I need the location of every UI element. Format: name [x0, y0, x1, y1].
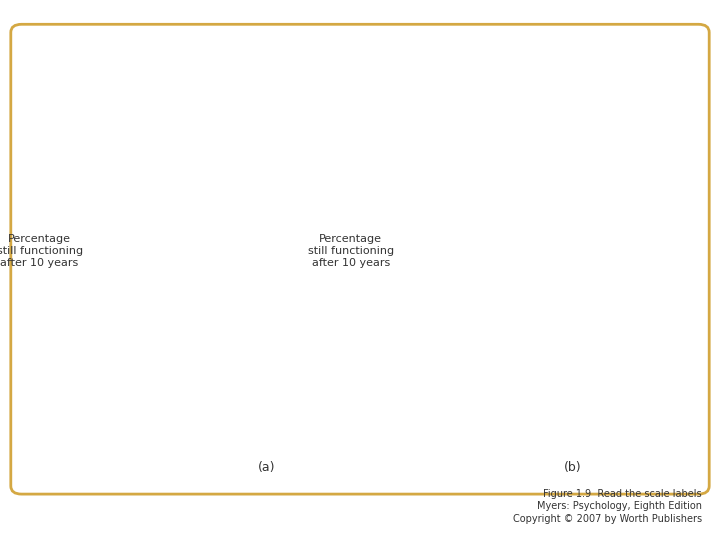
Bar [334, 412, 364, 432]
Text: (b): (b) [564, 461, 581, 474]
Bar [641, 113, 673, 432]
Text: Copyright © 2007 by Worth Publishers: Copyright © 2007 by Worth Publishers [513, 514, 702, 524]
X-axis label: Brand of truck: Brand of truck [518, 464, 619, 477]
X-axis label: Brand of truck: Brand of truck [216, 464, 317, 477]
Bar [223, 258, 254, 432]
Bar [582, 109, 615, 432]
Text: Figure 1.9  Read the scale labels: Figure 1.9 Read the scale labels [544, 489, 702, 499]
Bar [523, 105, 556, 432]
Text: Percentage
still functioning
after 10 years: Percentage still functioning after 10 ye… [307, 234, 394, 268]
Text: Myers: Psychology, Eighth Edition: Myers: Psychology, Eighth Edition [537, 501, 702, 511]
Bar [168, 211, 199, 432]
Bar [464, 103, 497, 432]
Text: (a): (a) [258, 461, 275, 474]
Bar [279, 325, 310, 432]
Text: Percentage
still functioning
after 10 years: Percentage still functioning after 10 ye… [0, 234, 83, 268]
